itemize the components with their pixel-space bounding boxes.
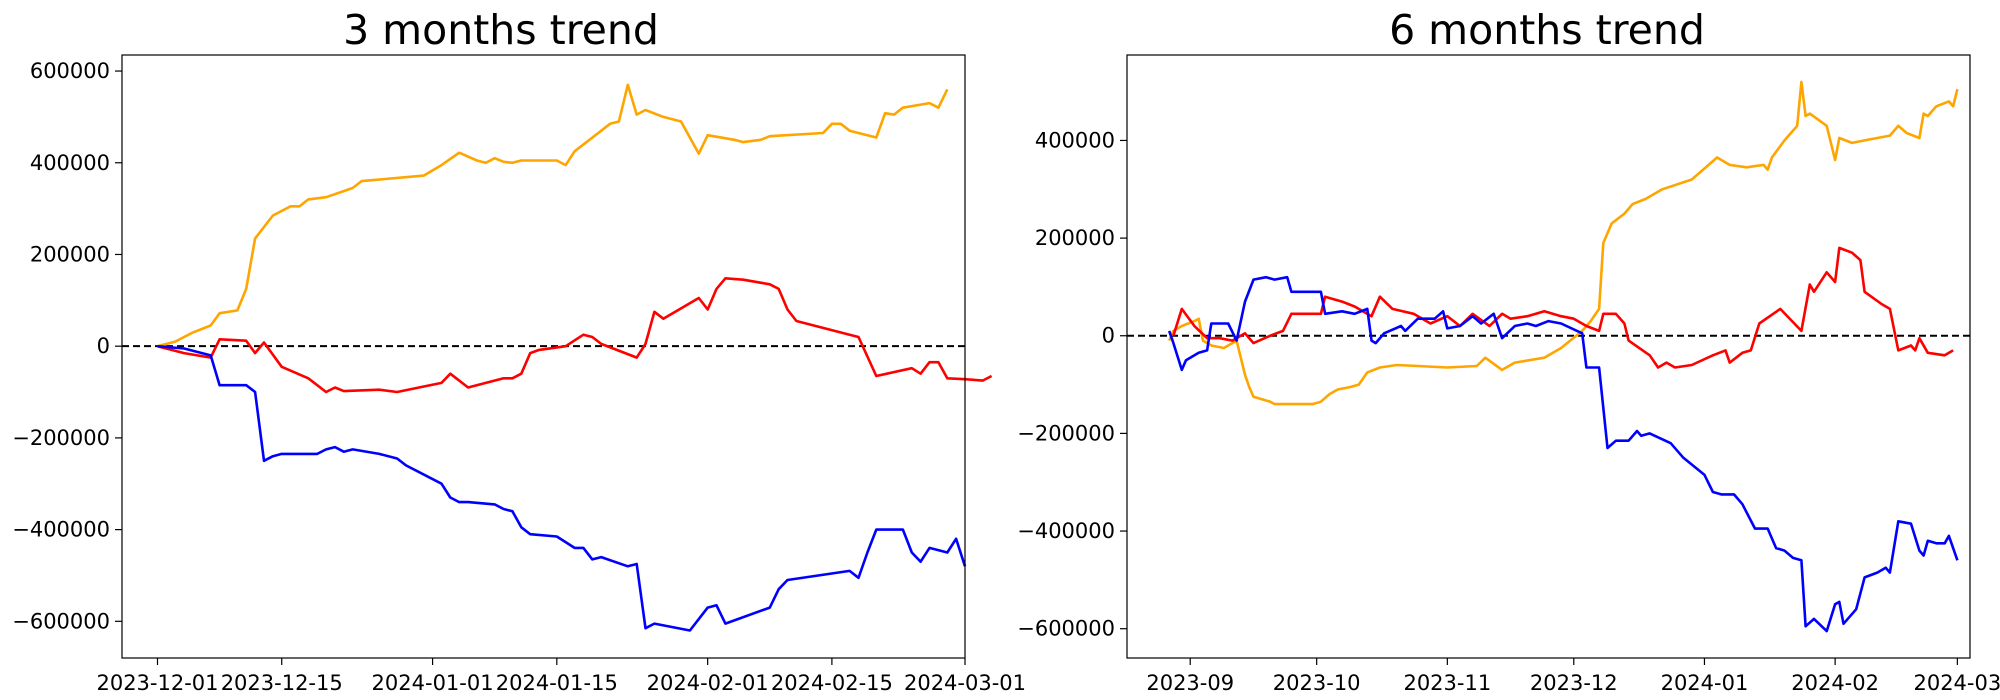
series-line-2 — [1167, 275, 1959, 633]
x-tick-label: 2024-01-01 — [372, 671, 494, 695]
y-tick-label: 0 — [1102, 324, 1115, 348]
axes-frame — [121, 54, 966, 659]
x-tick-label: 2024-02-15 — [771, 671, 893, 695]
x-tick-label: 2023-10 — [1273, 671, 1361, 695]
y-tick-label: −200000 — [1017, 421, 1115, 445]
x-tick-label: 2024-03-01 — [904, 671, 1026, 695]
y-tick-label: 200000 — [30, 242, 110, 266]
x-tick-label: 2023-11 — [1403, 671, 1491, 695]
y-tick-label: 400000 — [30, 151, 110, 175]
y-tick-label: −400000 — [12, 518, 110, 542]
chart-title: 3 months trend — [343, 6, 659, 54]
series-line-2 — [157, 344, 967, 632]
chart-3-months: 3 months trend 2023-12-01 2023-12-15 2024-… — [12, 6, 1026, 695]
x-tick-label: 2024-01 — [1661, 671, 1749, 695]
axes-frame — [1126, 54, 1971, 659]
x-tick-label: 2024-02 — [1791, 671, 1879, 695]
x-tick-label: 2024-03 — [1913, 671, 2000, 695]
x-tick-label: 2023-12-15 — [221, 671, 343, 695]
chart-6-months: 6 months trend 2023-09 2023-10 2023-11 2023… — [1017, 6, 2000, 695]
series-line-0 — [157, 83, 949, 348]
y-tick-label: 200000 — [1035, 226, 1115, 250]
y-tick-label: −600000 — [12, 609, 110, 633]
series-line-1 — [1172, 246, 1954, 369]
y-tick-label: 400000 — [1035, 128, 1115, 152]
y-tick-label: −600000 — [1017, 617, 1115, 641]
series-line-0 — [1168, 80, 1959, 406]
x-tick-label: 2023-09 — [1146, 671, 1234, 695]
y-tick-label: −400000 — [1017, 519, 1115, 543]
plot-area: 2023-09 2023-10 2023-11 2023-12 2024-01 2024-… — [1017, 54, 2000, 695]
y-tick-label: −200000 — [12, 426, 110, 450]
series-line-1 — [157, 276, 993, 394]
y-tick-label: 600000 — [30, 59, 110, 83]
x-tick-label: 2024-01-15 — [496, 671, 618, 695]
x-tick-label: 2023-12-01 — [96, 671, 218, 695]
x-tick-label: 2024-02-01 — [647, 671, 769, 695]
x-tick-label: 2023-12 — [1530, 671, 1618, 695]
plot-area: 2023-12-01 2023-12-15 2024-01-01 2024-01-15… — [12, 54, 1026, 695]
chart-title: 6 months trend — [1389, 6, 1705, 54]
y-tick-label: 0 — [97, 334, 110, 358]
